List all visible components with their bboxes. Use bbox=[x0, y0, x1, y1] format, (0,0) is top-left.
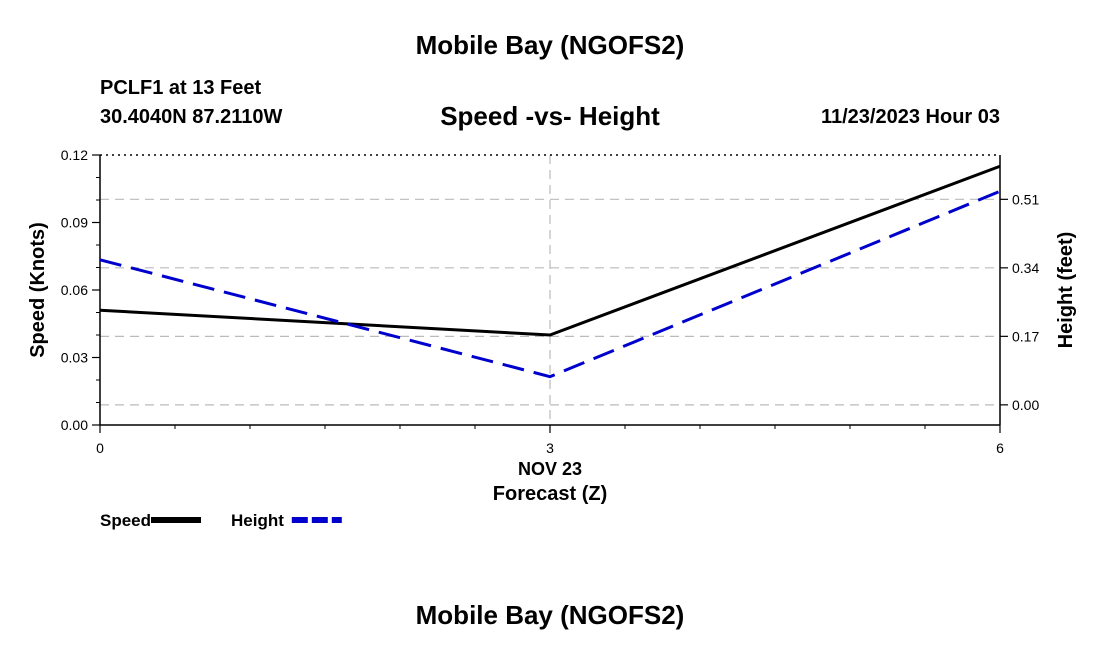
y2-tick-label: 0.51 bbox=[1012, 191, 1039, 207]
legend-label-speed: Speed bbox=[100, 511, 151, 530]
x-tick-label: 6 bbox=[996, 440, 1004, 456]
x-axis-title: Forecast (Z) bbox=[493, 483, 607, 505]
y-tick-label: 0.06 bbox=[61, 282, 88, 298]
x-tick-label: 3 bbox=[546, 440, 554, 456]
x-tick-label: 0 bbox=[96, 440, 104, 456]
footer-title: Mobile Bay (NGOFS2) bbox=[415, 600, 685, 630]
chart-title: Speed -vs- Height bbox=[440, 101, 660, 131]
legend-label-height: Height bbox=[231, 511, 284, 530]
series-line-height bbox=[99, 189, 1001, 379]
x-date-label: NOV 23 bbox=[518, 459, 582, 479]
y2-axis-title: Height (feet) bbox=[1055, 232, 1077, 349]
forecast-datetime: 11/23/2023 Hour 03 bbox=[820, 106, 1000, 128]
y-tick-label: 0.03 bbox=[61, 350, 88, 366]
y2-tick-label: 0.17 bbox=[1012, 328, 1039, 344]
y-tick-label: 0.00 bbox=[61, 417, 88, 433]
series-line-speed bbox=[99, 164, 1001, 337]
y2-tick-label: 0.34 bbox=[1012, 260, 1039, 276]
page-title: Mobile Bay (NGOFS2) bbox=[415, 30, 685, 60]
station-label: PCLF1 at 13 Feet bbox=[100, 77, 262, 99]
y-tick-label: 0.12 bbox=[61, 147, 88, 163]
y-axis-title: Speed (Knots) bbox=[27, 222, 49, 358]
y-tick-label: 0.09 bbox=[61, 215, 88, 231]
station-coordinates: 30.4040N 87.2110W bbox=[100, 106, 283, 128]
y2-tick-label: 0.00 bbox=[1012, 397, 1039, 413]
